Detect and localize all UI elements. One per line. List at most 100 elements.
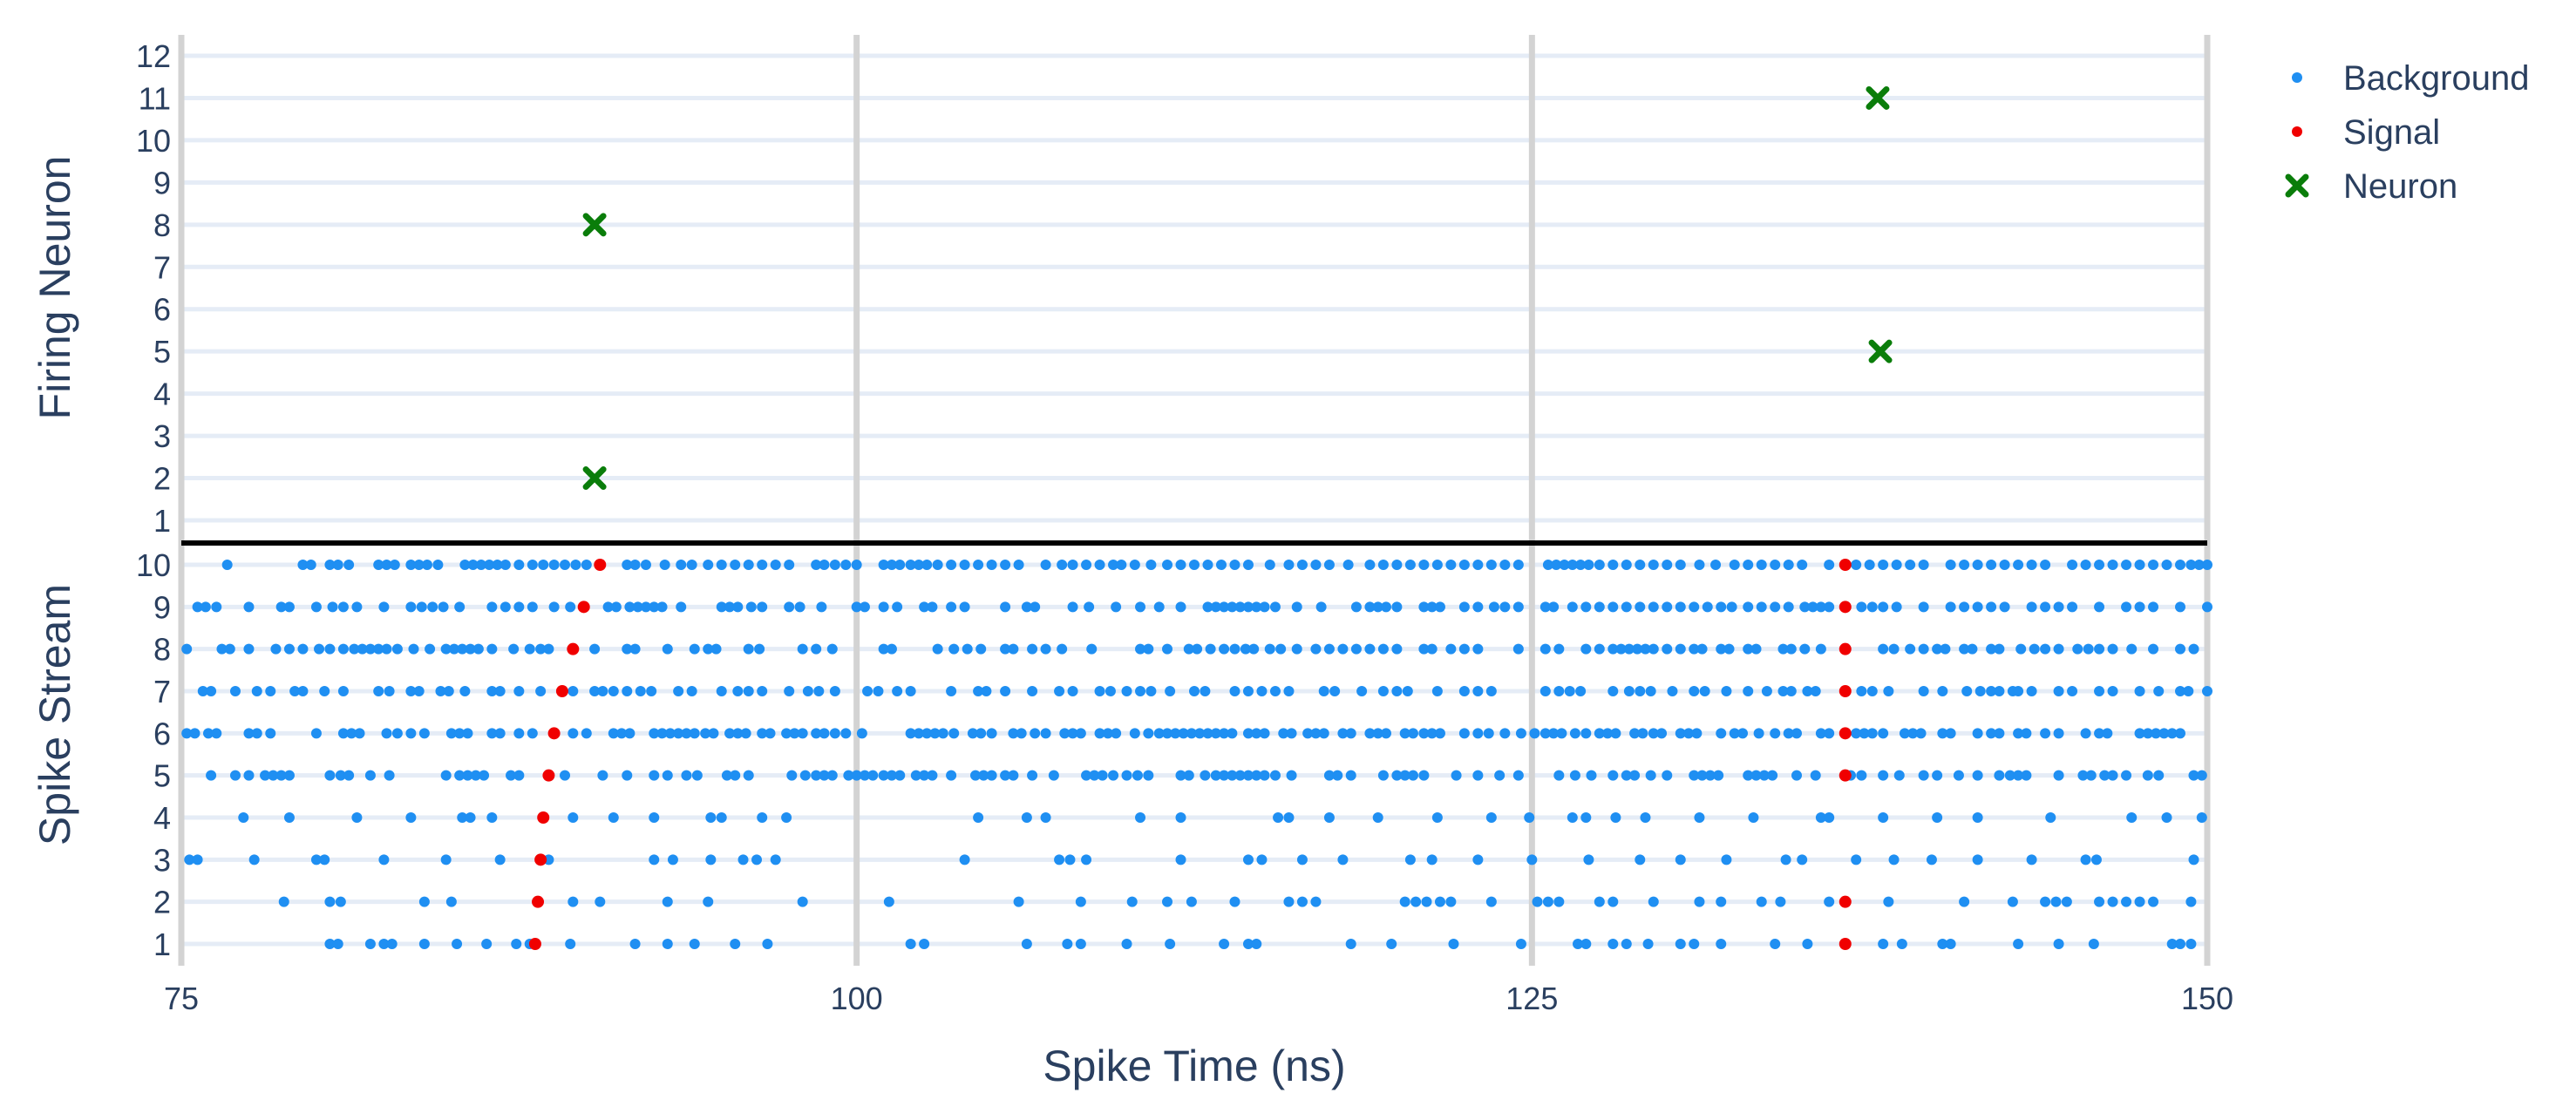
background-spike-point [364,643,376,655]
background-spike-point [2053,939,2064,949]
background-spike-point [1067,601,1078,613]
background-spike-point [1986,686,1997,696]
background-spike-point [1256,854,1268,865]
background-spike-point [667,854,678,865]
background-spike-point [676,560,687,570]
background-spike-point [732,728,744,739]
background-spike-point [1286,770,1297,781]
background-spike-point [2013,560,2024,570]
background-spike-point [1111,728,1122,739]
background-spike-point [346,728,357,739]
y-tick-label-stream: 2 [153,885,171,920]
background-spike-point [1242,854,1254,865]
background-spike-point [1259,601,1270,613]
background-spike-point [1815,728,1826,739]
legend-item-neuron[interactable]: Neuron [2285,167,2457,206]
background-spike-point [840,560,852,570]
background-spike-point [1054,686,1065,696]
background-spike-point [1483,728,1494,739]
background-spike-point [1905,560,1916,570]
background-spike-point [959,560,970,570]
background-spike-point [1932,812,1943,823]
background-spike-point [511,939,522,949]
background-spike-point [1512,560,1524,570]
background-spike-point [1583,560,1594,570]
background-spike-point [229,770,241,781]
background-spike-point [1472,854,1484,865]
background-spike-point [500,560,511,570]
background-spike-point [1081,770,1092,781]
background-spike-point [659,560,670,570]
legend[interactable]: Background Signal Neuron [2285,59,2529,206]
background-spike-point [1607,601,1619,613]
background-spike-point [1135,601,1146,613]
background-spike-point [1145,686,1157,696]
background-spike-point [797,728,808,739]
background-spike-point [494,854,506,865]
background-spike-point [513,728,525,739]
background-spike-point [913,728,924,739]
background-spike-point [1567,560,1578,570]
neuron-marker-stroke [582,213,607,237]
background-spike-point [1526,854,1538,865]
background-spike-point [2161,560,2172,570]
background-spike-point [946,601,957,613]
background-spike-point [2134,601,2145,613]
background-spike-point [1972,812,1983,823]
background-spike-point [1594,643,1605,655]
background-spike-point [1040,560,1051,570]
background-spike-point [716,601,727,613]
background-spike-point [1278,728,1289,739]
background-spike-point [676,601,687,613]
background-spike-point [1337,854,1349,865]
background-spike-point [2026,686,2037,696]
background-spike-point [1891,560,1902,570]
background-spike-point [1057,560,1068,570]
background-spike-point [1399,770,1410,781]
background-spike-point [1426,643,1438,655]
background-spike-point [2040,560,2051,570]
background-spike-point [1675,560,1686,570]
background-spike-point [1350,601,1362,613]
background-spike-point [1391,601,1403,613]
background-spike-point [1104,686,1116,696]
background-spike-point [1000,560,1011,570]
background-spike-point [1242,770,1254,781]
background-spike-point [1986,728,1997,739]
background-spike-point [1716,643,1727,655]
background-spike-point [2134,686,2145,696]
background-spike-point [389,560,400,570]
background-spike-point [1548,601,1560,613]
background-spike-point [457,643,468,655]
background-spike-point [1824,728,1835,739]
legend-item-background[interactable]: Background [2292,59,2529,98]
background-spike-point [1121,770,1132,781]
legend-item-signal[interactable]: Signal [2292,113,2440,152]
background-spike-point [1918,601,1929,613]
background-spike-point [1315,601,1327,613]
background-spike-point [646,686,657,696]
background-spike-point [1229,643,1240,655]
background-spike-point [2107,770,2118,781]
background-spike-point [1743,686,1754,696]
background-spike-point [1227,728,1238,739]
background-spike-point [1777,643,1789,655]
background-spike-point [973,560,984,570]
background-spike-point [508,643,520,655]
y-tick-label-firing: 7 [153,249,171,285]
background-spike-point [1189,686,1200,696]
background-spike-point [1689,770,1700,781]
background-spike-point [560,560,571,570]
background-spike-point [937,728,948,739]
background-spike-point [1219,601,1230,613]
background-spike-point [310,601,322,613]
background-spike-point [1175,601,1186,613]
background-spike-point [357,643,368,655]
background-spike-point [2053,601,2064,613]
background-spike-point [691,770,703,781]
background-spike-point [757,560,768,570]
background-spike-point [2185,896,2197,907]
background-spike-point [1683,728,1695,739]
background-spike-point [703,643,714,655]
background-spike-point [2148,643,2159,655]
